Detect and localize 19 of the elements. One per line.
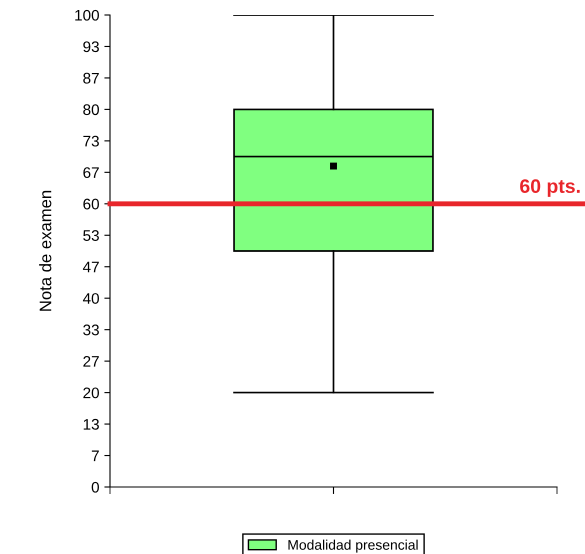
legend-label: Modalidad presencial: [288, 540, 418, 553]
y-tick-label: 87: [83, 72, 99, 84]
y-tick-label: 13: [84, 418, 99, 430]
y-tick-label: 53: [83, 230, 99, 241]
y-tick-label: 27: [83, 356, 99, 367]
y-tick-label: 7: [92, 450, 99, 462]
y-axis-title: Nota de examen: [39, 190, 52, 311]
y-tick-label: 20: [83, 387, 99, 398]
y-tick-label: 40: [82, 293, 99, 304]
y-tick-label: 93: [83, 41, 99, 52]
y-tick-label: 100: [75, 10, 99, 21]
y-tick-label: 67: [83, 167, 99, 178]
y-tick-label: 60: [83, 198, 99, 210]
y-tick-label: 0: [92, 482, 99, 493]
y-tick-label: 73: [83, 136, 99, 147]
y-tick-label: 33: [83, 324, 99, 336]
ref-line-label: 60 pts.: [520, 179, 580, 197]
y-tick-label: 47: [82, 262, 99, 272]
y-tick-label: 80: [83, 104, 99, 116]
